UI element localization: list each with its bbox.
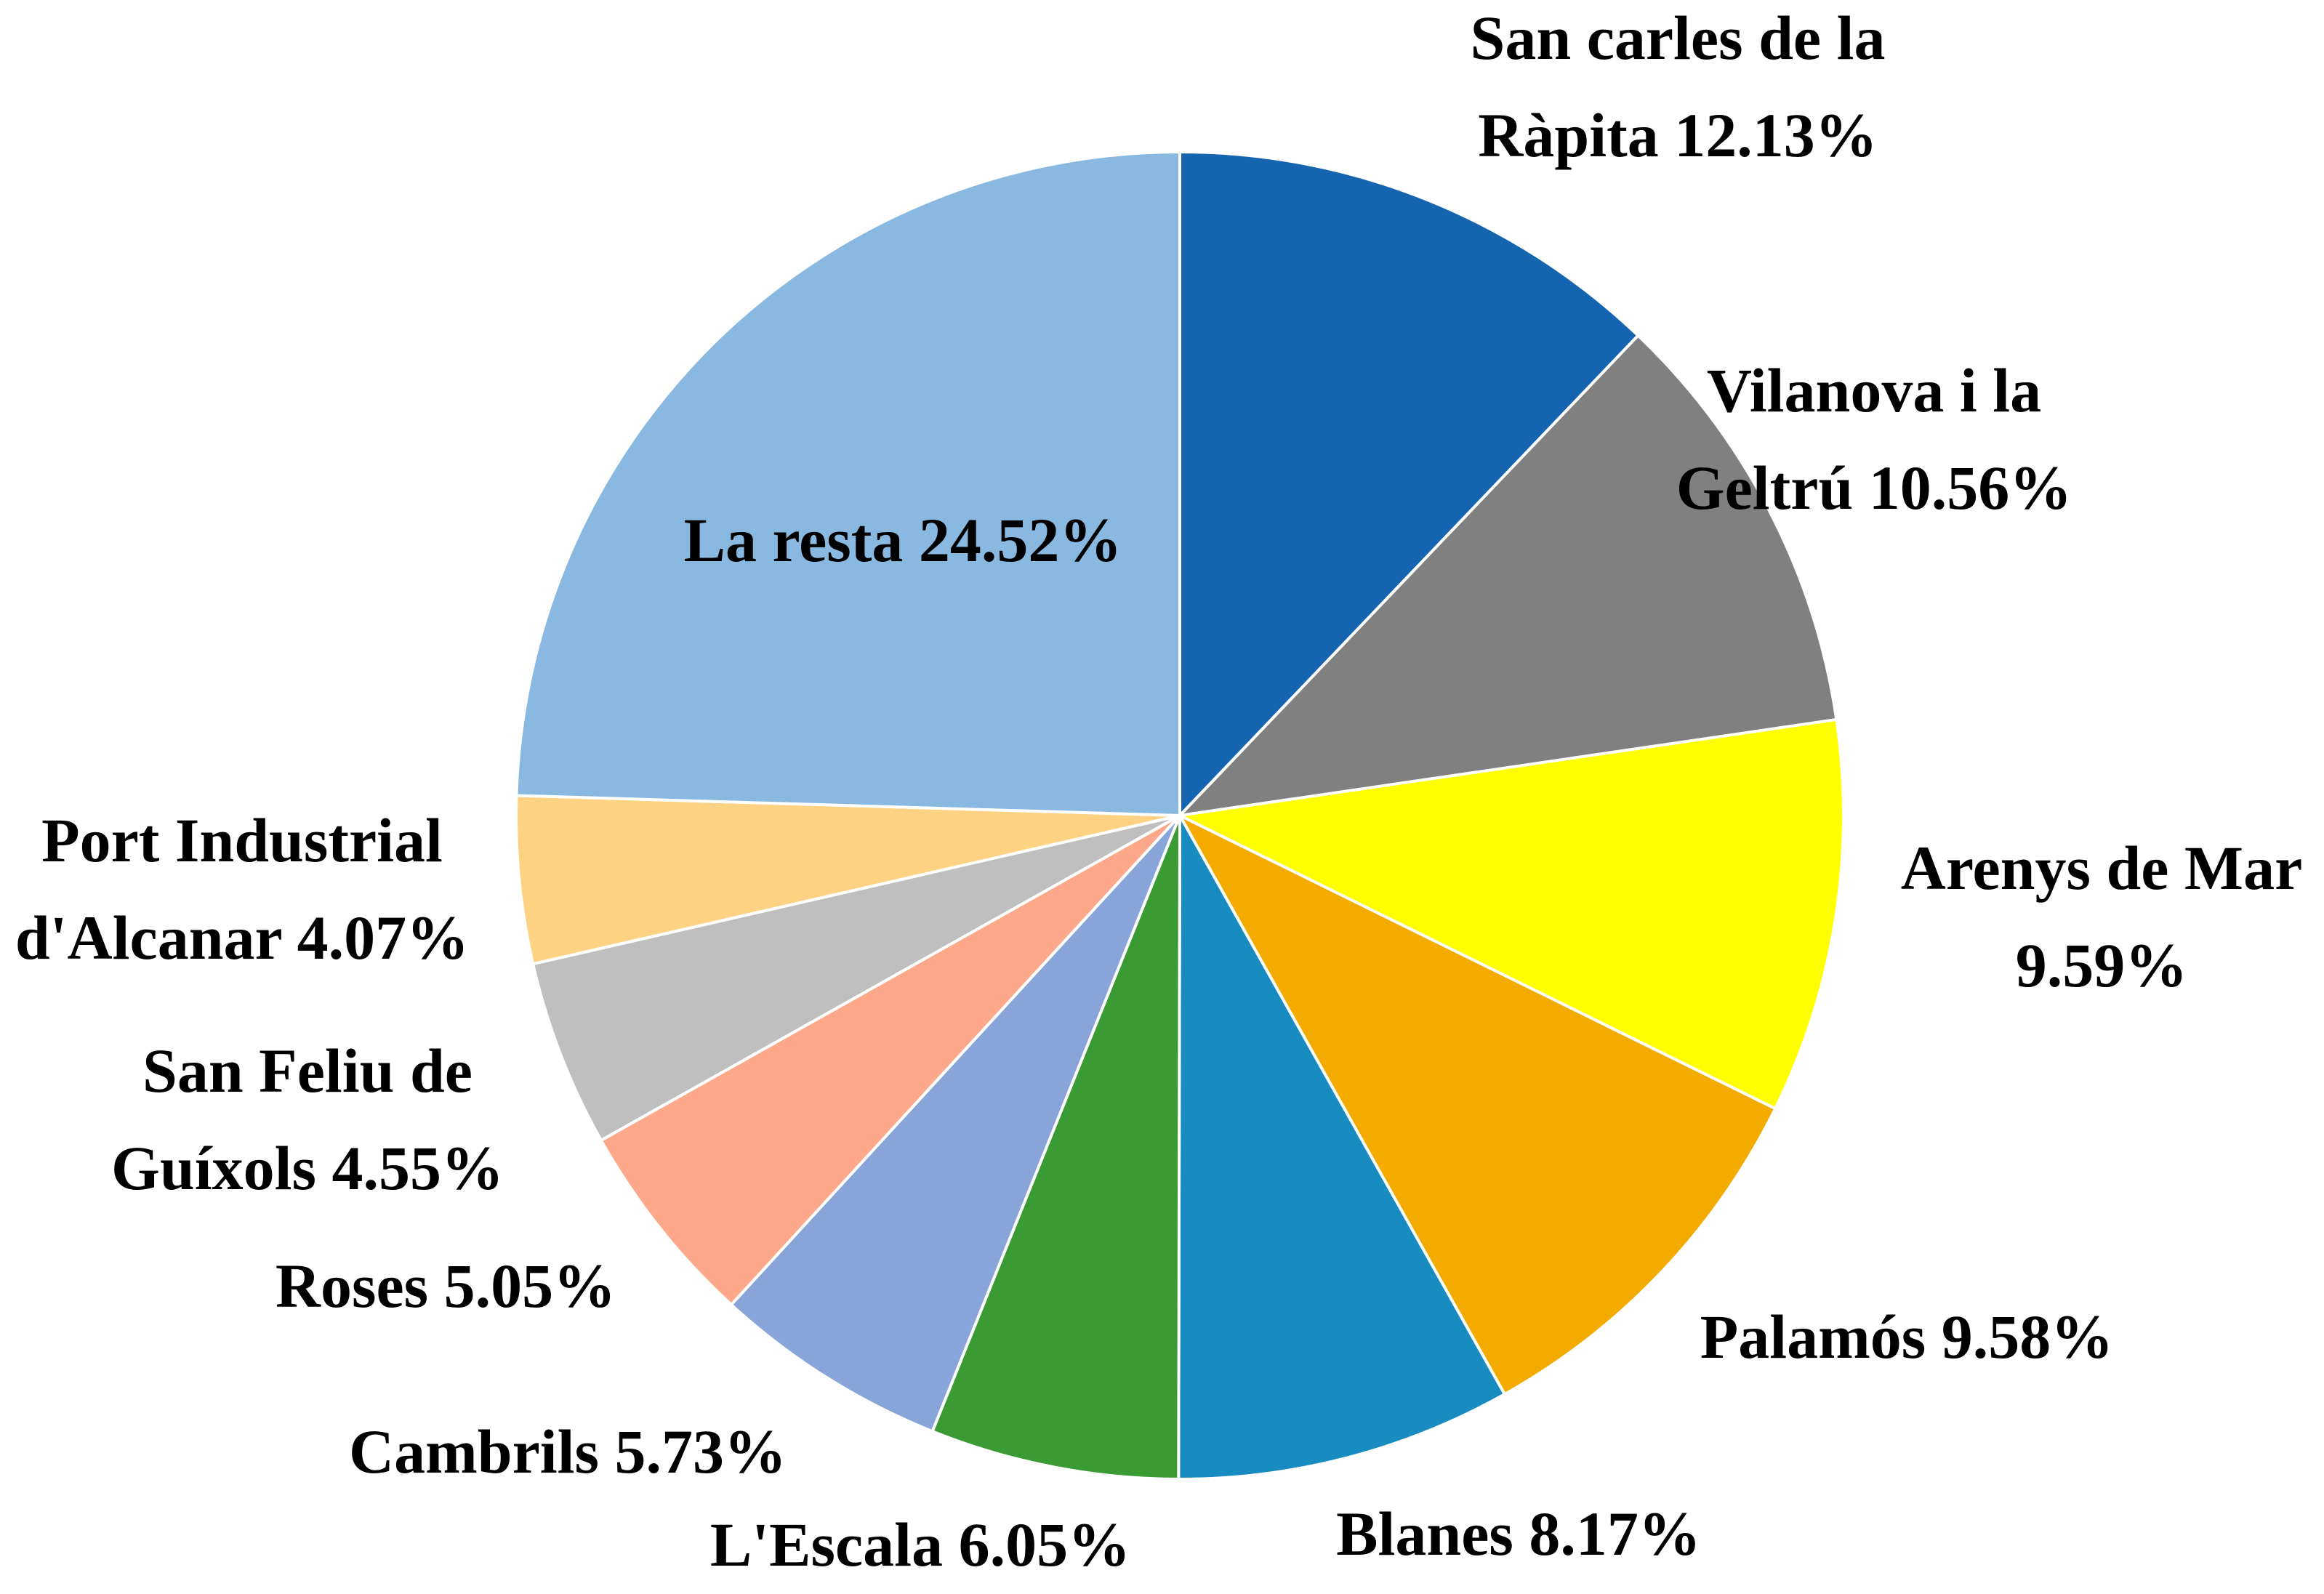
slice-label-line: Guíxols 4.55% (111, 1133, 504, 1203)
slice-label-line: La resta 24.52% (684, 505, 1122, 575)
pie-slice-port-industrial-d-alcanar (515, 794, 1181, 966)
pie-slice-vilanova-i-la-geltr (1175, 333, 1838, 818)
slice-label-line: d'Alcanar 4.07% (15, 903, 469, 973)
slice-label-line: Roses 5.05% (276, 1251, 616, 1321)
pie-slice-roses (599, 814, 1181, 1307)
slice-label-san-carles-de-la-r-pita: San carles de la Ràpita 12.13% (1471, 3, 1886, 170)
pie-slice-san-carles-de-la-r-pita (1178, 150, 1641, 819)
slice-label-l-escala: L'Escala 6.05% (710, 1510, 1130, 1579)
slice-label-line: Geltrú 10.56% (1676, 453, 2072, 523)
pie-slice-arenys-de-mar (1175, 717, 1845, 1111)
pie-slice-san-feliu-de-gu-xols (531, 814, 1181, 1143)
slice-label-port-industrial-d-alcanar: Port Industrial d'Alcanar 4.07% (15, 805, 469, 973)
slice-label-line: Cambrils 5.73% (349, 1417, 787, 1486)
pie-slices (515, 150, 1845, 1481)
pie-labels: San carles de la Ràpita 12.13% Vilanova i … (15, 3, 2302, 1579)
pie-slice-cambrils (729, 814, 1181, 1433)
pie-slice-blanes (1177, 810, 1507, 1481)
slice-label-line: Palamós 9.58% (1700, 1302, 2114, 1372)
slice-label-line: Vilanova i la (1707, 355, 2041, 425)
slice-label-line: Ràpita 12.13% (1478, 100, 1877, 170)
slice-label-line: Blanes 8.17% (1336, 1499, 1701, 1569)
slice-label-palam-s: Palamós 9.58% (1700, 1302, 2114, 1372)
slice-label-san-feliu-de-gu-xols: San Feliu de Guíxols 4.55% (111, 1036, 504, 1203)
slice-label-line: San Feliu de (142, 1036, 473, 1106)
slice-label-roses: Roses 5.05% (276, 1251, 616, 1321)
slice-label-line: 9.59% (2016, 930, 2188, 1000)
slice-label-vilanova-i-la-geltr: Vilanova i la Geltrú 10.56% (1676, 355, 2072, 523)
slice-label-line: Port Industrial (41, 805, 443, 875)
slice-label-la-resta: La resta 24.52% (684, 505, 1122, 575)
pie-slice-palam-s (1176, 812, 1777, 1396)
slice-label-line: San carles de la (1471, 3, 1886, 73)
pie-slice-la-resta (515, 150, 1181, 818)
pie-slice-l-escala (930, 815, 1181, 1481)
slice-label-line: L'Escala 6.05% (710, 1510, 1130, 1579)
slice-label-cambrils: Cambrils 5.73% (349, 1417, 787, 1486)
slice-label-blanes: Blanes 8.17% (1336, 1499, 1701, 1569)
slice-label-arenys-de-mar: Arenys de Mar 9.59% (1901, 833, 2303, 1000)
slice-label-line: Arenys de Mar (1901, 833, 2303, 903)
